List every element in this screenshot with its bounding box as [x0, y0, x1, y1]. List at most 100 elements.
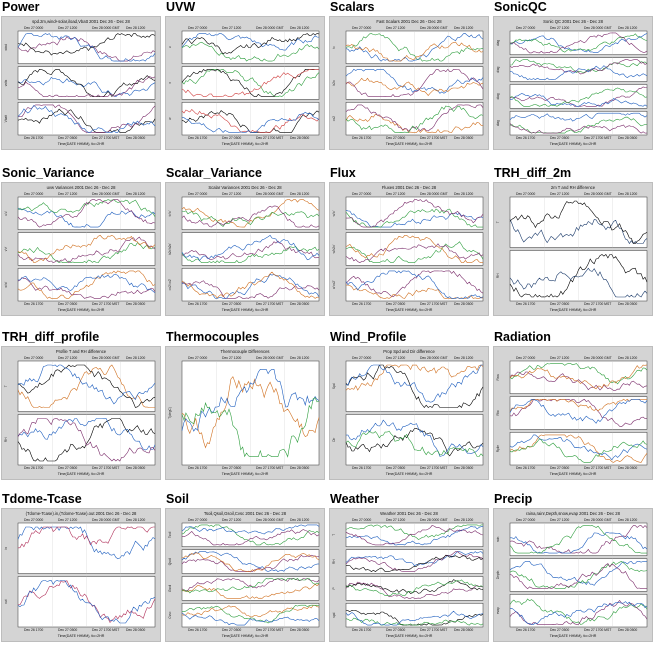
series-line — [509, 434, 648, 463]
y-axis-label: diag — [496, 40, 500, 46]
x-tick-bottom: Dec 28 0500 — [290, 136, 309, 140]
plot-thumbnail[interactable]: 2m T and RH difference Dec 27 0000 Dec 27 … — [493, 182, 653, 316]
plot-title: Fast Scalars 2001 Dec 26 - Dec 28 — [376, 19, 442, 24]
x-tick-bottom: Dec 27 1700 MST — [92, 136, 119, 140]
series-line — [345, 524, 483, 540]
series-line — [345, 270, 484, 298]
x-tick-bottom: Dec 26 1700 — [24, 302, 43, 306]
series-line — [345, 525, 484, 546]
y-axis-label: Spd — [332, 383, 336, 389]
x-tick-top: Dec 28 1200 — [290, 26, 309, 30]
series-line — [17, 68, 156, 97]
x-tick-top: Dec 27 1200 — [386, 26, 405, 30]
x-axis-label: Time(DATE HHMM), tic=2HR — [58, 634, 105, 638]
x-axis-label: Time(DATE HHMM), tic=2HR — [550, 308, 597, 312]
plot-thumbnail[interactable]: Dec 27 0000 Dec 27 1200 Dec 28 0000 GMT Dec… — [493, 346, 653, 480]
y-axis-label: T(degC) — [168, 407, 172, 419]
x-tick-bottom: Dec 26 1700 — [516, 628, 535, 632]
series-line — [345, 41, 484, 62]
y-axis-label: co2 — [332, 116, 336, 121]
x-tick-bottom: Dec 27 1700 MST — [256, 628, 283, 632]
plot-thumbnail[interactable]: Prop Spd and Dir difference Dec 27 0000 De… — [329, 346, 489, 480]
x-tick-top: Dec 27 0000 — [24, 356, 43, 360]
x-tick-bottom: Dec 28 0500 — [454, 302, 473, 306]
plot-thumbnail[interactable]: uvw Variances 2001 Dec 26 - Dec 28 Dec 27… — [1, 182, 161, 316]
series-line — [181, 111, 320, 133]
y-axis-label: P — [332, 587, 336, 589]
x-tick-bottom: Dec 26 1700 — [188, 466, 207, 470]
y-axis-label: in — [4, 547, 8, 550]
x-tick-bottom: Dec 26 1700 — [352, 466, 371, 470]
x-tick-top: Dec 28 0000 GMT — [256, 518, 284, 522]
x-tick-top: Dec 28 0000 GMT — [420, 26, 448, 30]
series-line — [509, 254, 648, 298]
y-axis-label: w — [168, 117, 172, 120]
x-tick-bottom: Dec 27 0500 — [58, 628, 77, 632]
plot-thumbnail[interactable]: Scalar Variances 2001 Dec 26 - Dec 28 Dec… — [165, 182, 325, 316]
plot-title: Fluxes 2001 Dec 26 - Dec 28 — [382, 185, 437, 190]
series-line — [17, 33, 156, 56]
y-axis-label: h2o — [332, 80, 336, 86]
panel-weather: Weather Weather 2001 Dec 26 - Dec 28 Dec 2… — [328, 492, 491, 642]
series-line — [181, 33, 320, 51]
x-tick-top: Dec 27 1200 — [550, 518, 569, 522]
panel-title: Radiation — [494, 330, 551, 344]
panel-radiation: Radiation Dec 27 0000 Dec 27 1200 Dec 28 00… — [492, 330, 655, 480]
x-tick-bottom: Dec 27 1700 MST — [256, 302, 283, 306]
series-line — [509, 398, 648, 428]
x-tick-bottom: Dec 27 1700 MST — [420, 302, 447, 306]
plot-thumbnail[interactable]: Fluxes 2001 Dec 26 - Dec 28 Dec 27 0000 De… — [329, 182, 489, 316]
plot-thumbnail[interactable]: (Tdome-Tcase).in,(Tdome-Tcase).out 2001 … — [1, 508, 161, 642]
y-axis-label: RH — [4, 437, 8, 442]
panel-title: TRH_diff_2m — [494, 166, 572, 180]
x-tick-bottom: Dec 28 0500 — [454, 466, 473, 470]
series-line — [182, 604, 320, 624]
x-tick-bottom: Dec 27 0500 — [222, 466, 241, 470]
series-line — [181, 551, 320, 572]
x-axis-label: Time(DATE HHMM), tic=2HR — [58, 308, 105, 312]
y-axis-label: Dir — [332, 437, 336, 442]
series-line — [181, 271, 319, 299]
series-line — [17, 526, 155, 549]
plot-image: raina,rainr,Depth,snow,evap 2001 Dec 26 … — [496, 511, 648, 638]
x-tick-top: Dec 27 1200 — [222, 518, 241, 522]
series-line — [181, 240, 320, 260]
plot-thumbnail[interactable]: Thermocouple Differences Dec 27 0000 Dec 2… — [165, 346, 325, 480]
plot-thumbnail[interactable]: raina,rainr,Depth,snow,evap 2001 Dec 26 … — [493, 508, 653, 642]
plot-image: spd.2m,wind+solar,iload,Vbatt 2001 Dec 2… — [4, 19, 156, 146]
series-line — [509, 364, 648, 390]
plot-thumbnail[interactable]: spd.2m,wind+solar,iload,Vbatt 2001 Dec 2… — [1, 16, 161, 150]
panel-power: Power spd.2m,wind+solar,iload,Vbatt 2001 … — [0, 0, 163, 150]
series-line — [17, 418, 156, 451]
series-line — [509, 33, 648, 54]
series-line — [181, 376, 320, 449]
panel-trh-diff-profile: TRH_diff_profile Profile T and RH differe… — [0, 330, 163, 480]
plot-thumbnail[interactable]: Tsoil,Qsoil,Gsoil,Cvsc 2001 Dec 26 - Dec… — [165, 508, 325, 642]
y-axis-label: evap — [496, 607, 500, 614]
y-axis-label: v'v' — [4, 246, 8, 251]
series-line — [181, 524, 320, 546]
x-tick-bottom: Dec 28 0500 — [290, 302, 309, 306]
series-line — [17, 418, 156, 462]
x-tick-top: Dec 27 0000 — [188, 518, 207, 522]
plot-thumbnail[interactable]: Sonic QC 2001 Dec 26 - Dec 28 Dec 27 0000… — [493, 16, 653, 150]
plot-title: Profile T and RH difference — [56, 349, 107, 354]
panel-wind-profile: Wind_Profile Prop Spd and Dir difference D… — [328, 330, 491, 480]
plot-thumbnail[interactable]: Weather 2001 Dec 26 - Dec 28 Dec 27 0000 D… — [329, 508, 489, 642]
y-axis-label: RH — [496, 273, 500, 278]
series-line — [17, 199, 156, 218]
x-tick-top: Dec 27 1200 — [58, 356, 77, 360]
plot-thumbnail[interactable]: Fast Scalars 2001 Dec 26 - Dec 28 Dec 27 … — [329, 16, 489, 150]
plot-thumbnail[interactable]: Profile T and RH difference Dec 27 0000 De… — [1, 346, 161, 480]
series-line — [509, 600, 648, 625]
x-axis-label: Time(DATE HHMM), tic=2HR — [222, 472, 269, 476]
x-tick-top: Dec 28 0000 GMT — [420, 356, 448, 360]
series-line — [345, 551, 484, 567]
series-line — [17, 76, 156, 98]
plot-image: Prop Spd and Dir difference Dec 27 0000 De… — [332, 349, 484, 476]
x-tick-top: Dec 28 1200 — [290, 356, 309, 360]
series-line — [345, 364, 484, 391]
plot-thumbnail[interactable]: Dec 27 0000 Dec 27 1200 Dec 28 0000 GMT Dec… — [165, 16, 325, 150]
series-line — [345, 525, 484, 546]
